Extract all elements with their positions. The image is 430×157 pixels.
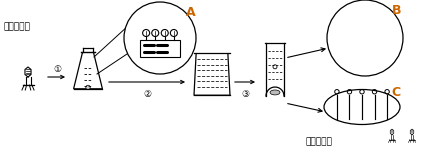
Circle shape [327, 0, 403, 76]
Text: ③: ③ [241, 90, 249, 99]
Bar [140, 40, 180, 57]
Text: ①: ① [53, 65, 61, 74]
Ellipse shape [324, 89, 400, 125]
Text: A: A [186, 6, 196, 19]
Text: C: C [392, 86, 401, 99]
Circle shape [124, 2, 196, 74]
Text: B: B [392, 4, 402, 17]
Circle shape [86, 85, 90, 90]
Ellipse shape [270, 90, 280, 95]
Text: ②: ② [143, 90, 151, 99]
Text: 亲代噬菌体: 亲代噬菌体 [3, 22, 30, 31]
Text: 子代噬菌体: 子代噬菌体 [305, 138, 332, 146]
